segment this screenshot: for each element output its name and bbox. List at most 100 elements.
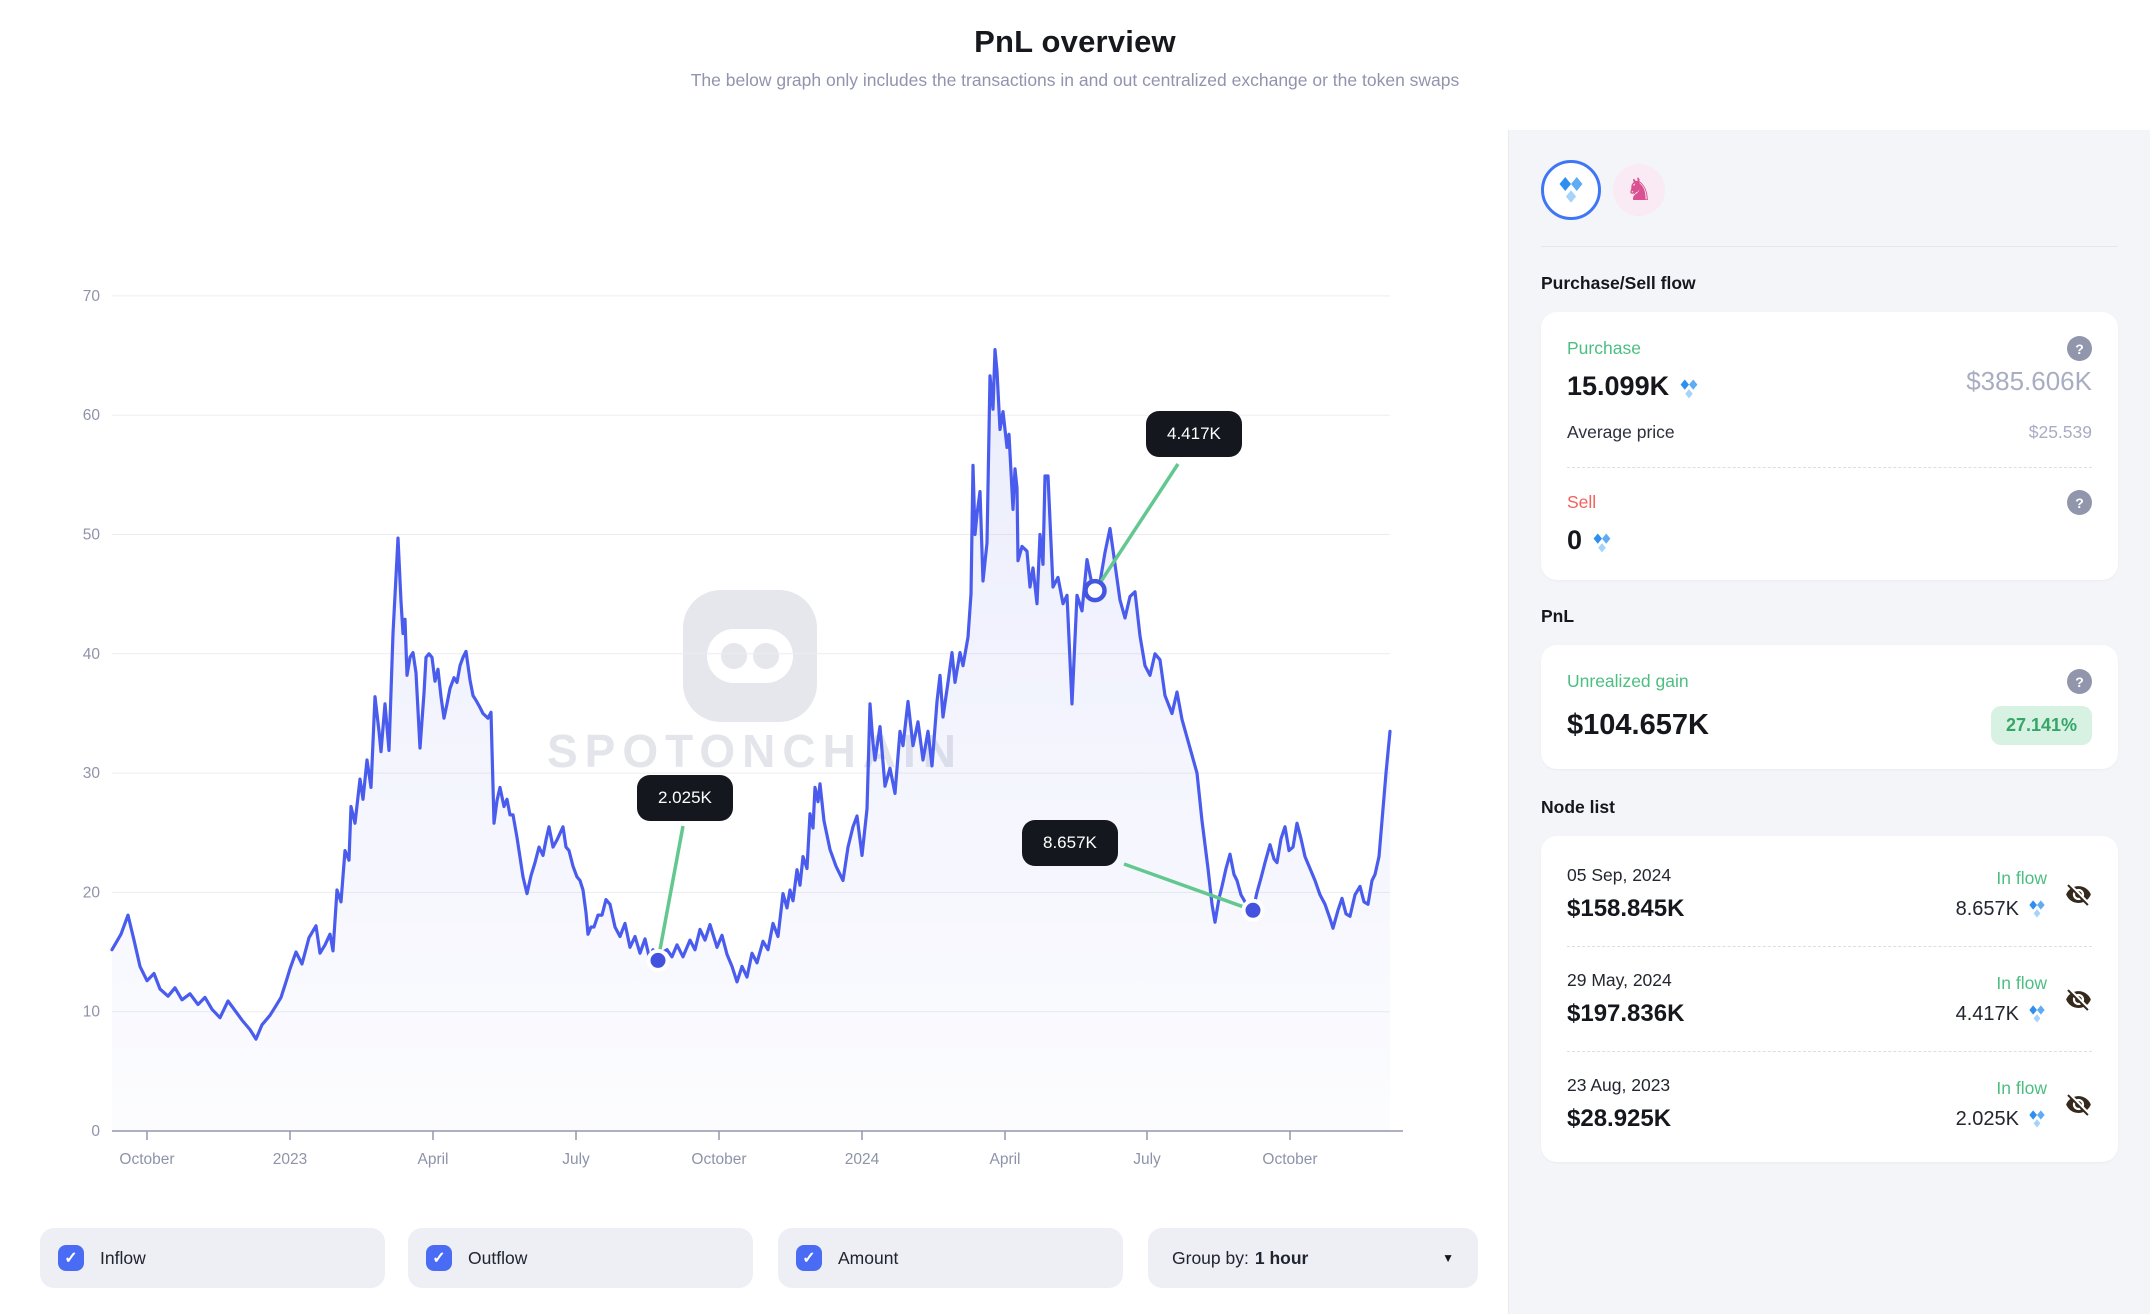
- average-price-label: Average price: [1567, 422, 1675, 442]
- outflow-checkbox-icon[interactable]: ✓: [426, 1245, 452, 1271]
- page-title: PnL overview: [974, 24, 1176, 59]
- node-usd: $28.925K: [1567, 1105, 1672, 1132]
- chart-marker[interactable]: [646, 948, 670, 972]
- node-amount: 4.417K: [1955, 1002, 2019, 1025]
- x-tick-label: July: [1133, 1151, 1161, 1168]
- node-list-card: 05 Sep, 2024 $158.845K In flow 8.657K: [1541, 836, 2118, 1162]
- inflow-toggle[interactable]: ✓ Inflow: [40, 1228, 385, 1288]
- dashed-divider: [1567, 467, 2092, 468]
- callout-connector: [1093, 463, 1180, 592]
- blue-diamonds-token-icon: [2027, 1109, 2047, 1129]
- x-tick-label: 2023: [273, 1151, 307, 1168]
- blue-diamonds-token-icon: [1556, 175, 1586, 205]
- node-list-item[interactable]: 23 Aug, 2023 $28.925K In flow 2.025K: [1567, 1051, 2092, 1156]
- unrealized-gain-percent-badge: 27.141%: [1990, 706, 2092, 745]
- average-price-value: $25.539: [2028, 422, 2092, 442]
- amount-toggle[interactable]: ✓ Amount: [778, 1228, 1123, 1288]
- x-tick-label: October: [119, 1151, 174, 1168]
- chart-controls: ✓ Inflow ✓ Outflow ✓ Amount Group by: 1 …: [0, 1228, 1508, 1288]
- chart-callout-2.025K: 2.025K: [637, 775, 733, 821]
- x-tick-label: October: [1262, 1151, 1317, 1168]
- header: PnL overview The below graph only includ…: [0, 0, 2150, 131]
- price-area: [112, 349, 1390, 1132]
- inflow-label: Inflow: [100, 1247, 146, 1268]
- unrealized-gain-label: Unrealized gain: [1567, 671, 1689, 691]
- x-tick-label: April: [417, 1151, 448, 1168]
- pnl-heading: PnL: [1541, 606, 1575, 626]
- y-tick-label: 30: [83, 765, 101, 782]
- chart-marker[interactable]: [1083, 578, 1107, 603]
- blue-diamonds-token-icon: [2027, 899, 2047, 919]
- node-usd: $197.836K: [1567, 1000, 1685, 1027]
- outflow-toggle[interactable]: ✓ Outflow: [408, 1228, 753, 1288]
- uniswap-unicorn-icon: ♞: [1625, 171, 1653, 207]
- pnl-line-chart[interactable]: October 2023 April July October 2024 April July…: [0, 130, 1508, 1314]
- group-by-label: Group by:: [1172, 1247, 1249, 1268]
- blue-diamonds-token-icon: [1591, 530, 1613, 552]
- x-tick-label: 2024: [845, 1151, 880, 1168]
- sell-help-icon[interactable]: ?: [2067, 490, 2092, 515]
- purchase-usd: $385.606K: [1966, 366, 2092, 396]
- purchase-sell-card: Purchase ? 15.099K $385.606K Average pri…: [1541, 312, 2118, 580]
- y-tick-label: 60: [83, 407, 101, 424]
- sidebar-divider: [1541, 246, 2118, 247]
- sidebar: ♞ Purchase/Sell flow Purchase ? 15.099K …: [1508, 130, 2150, 1314]
- sell-label: Sell: [1567, 492, 1597, 512]
- node-list-item[interactable]: 05 Sep, 2024 $158.845K In flow 8.657K: [1567, 842, 2092, 946]
- y-tick-label: 40: [83, 646, 101, 663]
- token-filter-row: ♞: [1541, 160, 2118, 220]
- y-tick-label: 0: [91, 1123, 100, 1140]
- eye-off-icon[interactable]: [2065, 1091, 2092, 1118]
- price-line: [110, 348, 1392, 1041]
- eye-off-icon[interactable]: [2065, 881, 2092, 908]
- chart-callout-4.417K: 4.417K: [1146, 411, 1242, 457]
- x-tick-label: July: [562, 1151, 590, 1168]
- chart-callout-8.657K: 8.657K: [1022, 820, 1118, 866]
- chart-panel: SPOTONCHAIN October 2023 April July October 2…: [0, 130, 1508, 1314]
- node-list-item[interactable]: 29 May, 2024 $197.836K In flow 4.417K: [1567, 946, 2092, 1051]
- purchase-amount: 15.099K: [1567, 371, 1670, 401]
- pnl-card: Unrealized gain ? $104.657K 27.141%: [1541, 645, 2118, 769]
- node-amount: 8.657K: [1955, 897, 2019, 920]
- token-filter-blue-diamonds[interactable]: [1541, 160, 1601, 220]
- purchase-sell-flow-heading: Purchase/Sell flow: [1541, 273, 1696, 293]
- node-usd: $158.845K: [1567, 895, 1685, 922]
- x-tick-label: April: [989, 1151, 1020, 1168]
- amount-label: Amount: [838, 1247, 899, 1268]
- group-by-value: 1 hour: [1254, 1247, 1309, 1268]
- spotonchain-logo-icon: [683, 590, 817, 722]
- unrealized-gain-usd: $104.657K: [1567, 709, 1709, 741]
- callout-connector: [1123, 862, 1254, 912]
- watermark: SPOTONCHAIN: [0, 130, 1508, 1314]
- outflow-label: Outflow: [468, 1247, 528, 1268]
- node-direction: In flow: [1996, 867, 2047, 888]
- node-date: 29 May, 2024: [1567, 970, 1672, 990]
- node-date: 05 Sep, 2024: [1567, 865, 1672, 885]
- blue-diamonds-token-icon: [1678, 376, 1700, 398]
- inflow-checkbox-icon[interactable]: ✓: [58, 1245, 84, 1271]
- y-tick-label: 20: [83, 884, 101, 901]
- purchase-help-icon[interactable]: ?: [2067, 336, 2092, 361]
- blue-diamonds-token-icon: [2027, 1004, 2047, 1024]
- node-direction: In flow: [1996, 972, 2047, 993]
- y-tick-label: 10: [83, 1004, 101, 1021]
- token-filter-uniswap[interactable]: ♞: [1613, 164, 1665, 216]
- sell-amount: 0: [1567, 525, 1583, 555]
- y-tick-label: 70: [83, 288, 101, 305]
- node-amount: 2.025K: [1955, 1107, 2019, 1130]
- node-date: 23 Aug, 2023: [1567, 1075, 1671, 1095]
- node-list-heading: Node list: [1541, 797, 1615, 817]
- eye-off-icon[interactable]: [2065, 986, 2092, 1013]
- unrealized-gain-help-icon[interactable]: ?: [2067, 669, 2092, 694]
- purchase-label: Purchase: [1567, 338, 1641, 358]
- amount-checkbox-icon[interactable]: ✓: [796, 1245, 822, 1271]
- watermark-brand: SPOTONCHAIN: [546, 725, 964, 777]
- chart-marker[interactable]: [1241, 898, 1265, 922]
- chevron-down-icon: ▼: [1442, 1251, 1454, 1265]
- group-by-dropdown[interactable]: Group by: 1 hour ▼: [1148, 1228, 1478, 1288]
- node-direction: In flow: [1996, 1077, 2047, 1098]
- page-subtitle: The below graph only includes the transa…: [690, 70, 1460, 90]
- callout-connector: [656, 825, 685, 961]
- y-tick-label: 50: [83, 527, 101, 544]
